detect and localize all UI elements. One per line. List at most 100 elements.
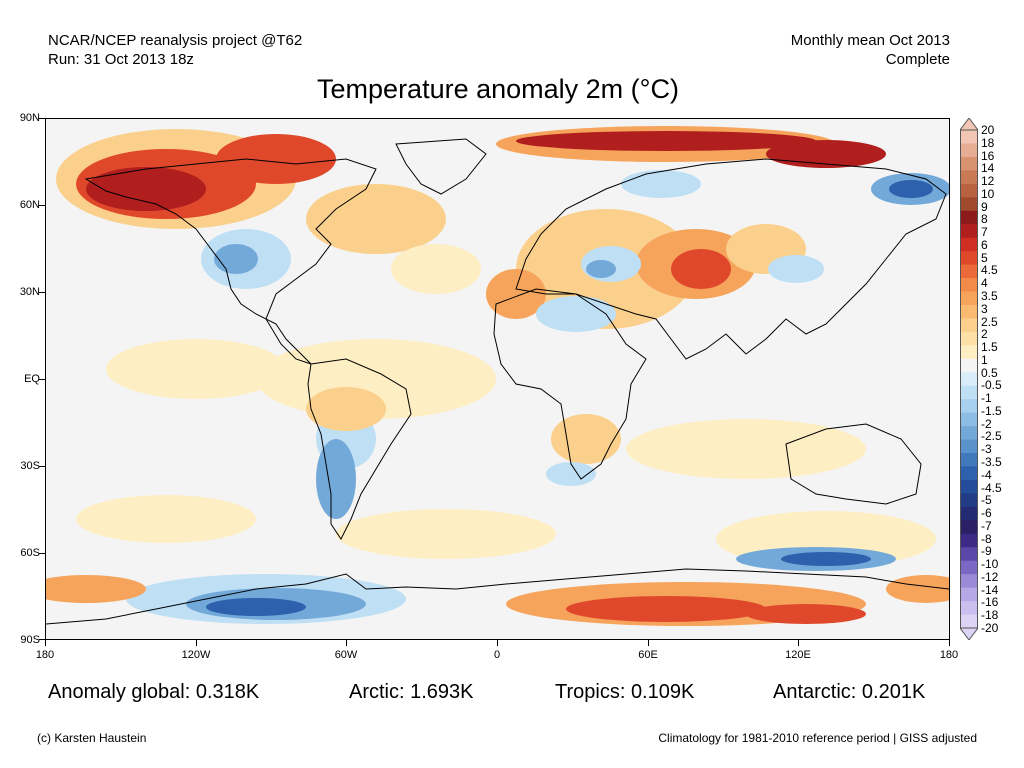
lat-tick <box>39 292 45 293</box>
status-label: Complete <box>885 51 950 68</box>
anomaly-patch <box>768 255 824 283</box>
lon-tick <box>949 640 950 646</box>
anomaly-patch <box>546 462 596 486</box>
lat-label: EQ <box>24 373 40 385</box>
colorbar-swatch <box>960 278 978 293</box>
colorbar-bottom-arrow <box>960 627 978 640</box>
tropics-anomaly: Tropics: 0.109K <box>555 681 695 703</box>
run-label: Run: 31 Oct 2013 18z <box>48 51 194 68</box>
colorbar-swatch <box>960 574 978 589</box>
header-left: NCAR/NCEP reanalysis project @T62 Run: 3… <box>48 31 302 69</box>
colorbar-level-label: -16 <box>981 595 999 610</box>
anomaly-patch <box>746 604 866 624</box>
lat-tick <box>39 205 45 206</box>
anomaly-patch <box>621 170 701 198</box>
anomaly-patch <box>886 575 949 603</box>
greenland-outline <box>395 138 487 195</box>
colorbar-level-label: 7 <box>981 225 988 240</box>
anomaly-map <box>45 118 950 640</box>
coastlines <box>46 138 949 625</box>
colorbar-swatch <box>960 331 978 346</box>
lon-label: 120E <box>785 649 811 661</box>
colorbar-level-label: 2.5 <box>981 314 998 329</box>
colorbar-swatch <box>960 453 978 467</box>
colorbar-swatch <box>960 520 978 535</box>
anomaly-map-svg <box>46 126 949 626</box>
antarctica-outline <box>46 568 949 625</box>
colorbar-level-label: 18 <box>981 135 995 150</box>
colorbar-level-label: 3 <box>981 301 988 316</box>
lon-tick <box>196 640 197 646</box>
colorbar-swatch <box>960 170 978 185</box>
anomaly-patch <box>889 180 933 198</box>
colorbar-swatch <box>960 143 978 158</box>
colorbar-level-label: 12 <box>981 174 995 189</box>
climatology-note: Climatology for 1981-2010 reference peri… <box>658 731 977 745</box>
colorbar-level-label: -20 <box>981 621 999 635</box>
colorbar-swatch <box>960 601 978 616</box>
colorbar-level-label: -18 <box>981 608 999 623</box>
anomaly-patch <box>336 509 556 559</box>
colorbar-level-label: -14 <box>981 582 999 597</box>
antarctic-anomaly: Antarctic: 0.201K <box>773 681 926 703</box>
colorbar-swatch <box>960 439 978 454</box>
colorbar-level-label: 8 <box>981 212 988 227</box>
colorbar-swatch <box>960 224 978 239</box>
global-anomaly: Anomaly global: 0.318K <box>48 681 260 703</box>
colorbar-level-label: -2.5 <box>981 429 1002 444</box>
colorbar-level-label: 6 <box>981 237 988 252</box>
lon-label: 180 <box>35 649 55 661</box>
colorbar-swatch <box>960 399 978 414</box>
colorbar-level-label: -4 <box>981 467 992 482</box>
colorbar-level-label: 4.5 <box>981 263 998 278</box>
anomaly-patch <box>536 296 616 332</box>
lat-tick <box>39 379 45 380</box>
map-title: Temperature anomaly 2m (°C) <box>317 74 679 104</box>
anomaly-patch <box>516 131 816 151</box>
colorbar-swatch <box>960 197 978 212</box>
colorbar-level-label: 14 <box>981 161 995 176</box>
north-america-outline <box>84 158 377 365</box>
colorbar-level-label: 0.5 <box>981 365 998 380</box>
colorbar-level-label: -3.5 <box>981 455 1002 469</box>
colorbar-level-label: -0.5 <box>981 378 1002 393</box>
colorbar-swatch <box>960 412 978 427</box>
lon-label: 60E <box>638 649 658 661</box>
lon-label: 120W <box>181 649 211 661</box>
colorbar <box>960 118 978 640</box>
colorbar-swatch <box>960 264 978 279</box>
colorbar-swatch <box>960 291 978 306</box>
colorbar-swatch <box>960 237 978 252</box>
colorbar-level-label: 16 <box>981 148 995 163</box>
colorbar-swatch <box>960 493 978 508</box>
colorbar-swatch <box>960 372 978 387</box>
colorbar-swatch <box>960 466 978 481</box>
colorbar-level-label: -1 <box>981 391 992 406</box>
colorbar-level-label: 1 <box>981 352 988 367</box>
anomaly-patch <box>216 134 336 184</box>
anomaly-patch <box>316 439 356 519</box>
colorbar-outline <box>960 129 978 629</box>
colorbar-swatch <box>960 345 978 360</box>
australia-outline <box>785 423 922 505</box>
colorbar-swatch <box>960 304 978 319</box>
lat-label: 60S <box>20 547 40 559</box>
header-right: Monthly mean Oct 2013 Complete <box>791 31 950 69</box>
colorbar-swatch <box>960 479 978 494</box>
lat-label: 90S <box>20 634 40 646</box>
colorbar-level-label: 1.5 <box>981 340 998 355</box>
colorbar-swatch <box>960 318 978 333</box>
colorbar-swatch <box>960 506 978 521</box>
colorbar-level-label: 9 <box>981 199 988 214</box>
lat-tick <box>39 553 45 554</box>
colorbar-level-label: -12 <box>981 569 999 584</box>
anomaly-patch <box>306 184 446 254</box>
anomaly-patch <box>206 598 306 616</box>
lat-label: 30S <box>20 460 40 472</box>
colorbar-level-label: -6 <box>981 506 992 521</box>
model-label: NCAR/NCEP reanalysis project @T62 <box>48 32 303 49</box>
colorbar-swatch <box>960 358 978 373</box>
period-label: Monthly mean Oct 2013 <box>790 32 950 49</box>
colorbar-top-arrow <box>960 118 978 131</box>
colorbar-swatch <box>960 130 978 144</box>
